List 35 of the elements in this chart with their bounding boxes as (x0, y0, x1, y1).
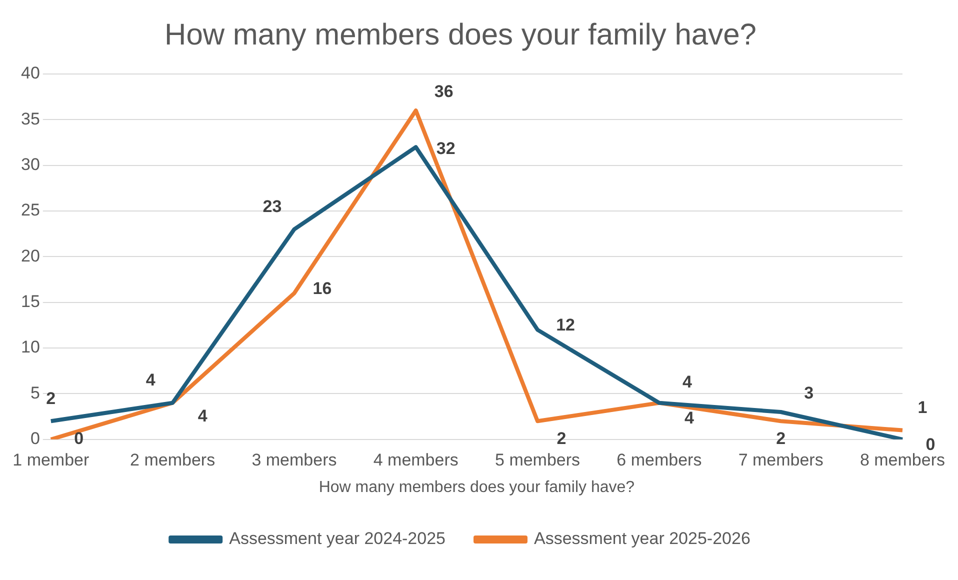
y-tick-label: 35 (20, 109, 40, 128)
legend-label: Assessment year 2025-2026 (534, 529, 750, 548)
x-tick-label: 4 members (373, 450, 458, 470)
y-tick-label: 10 (20, 338, 40, 357)
data-label: 0 (74, 429, 84, 448)
x-tick-label: 2 members (130, 450, 216, 470)
data-label: 23 (262, 196, 282, 216)
x-axis-title: How many members does your family have? (318, 478, 635, 496)
x-tick-label: 1 member (12, 450, 90, 470)
data-label: 1 (918, 398, 928, 417)
x-tick-label: 5 members (495, 450, 580, 470)
data-label: 4 (682, 372, 692, 392)
data-label: 12 (556, 315, 575, 334)
data-label: 36 (434, 82, 454, 102)
y-tick-label: 25 (20, 200, 40, 220)
data-label: 16 (312, 278, 332, 298)
y-tick-label: 5 (30, 383, 40, 402)
y-tick-label: 0 (30, 429, 40, 448)
legend-label: Assessment year 2024-2025 (229, 529, 446, 548)
y-tick-label: 20 (20, 246, 40, 266)
x-tick-label: 3 members (252, 450, 337, 470)
data-label: 2 (556, 428, 566, 448)
data-label: 32 (436, 138, 456, 158)
x-tick-label: 7 members (738, 450, 824, 470)
y-tick-label: 40 (20, 64, 40, 83)
y-tick-label: 15 (20, 292, 40, 312)
y-tick-label: 30 (20, 155, 40, 174)
chart-title: How many members does your family have? (164, 18, 756, 52)
data-label: 3 (804, 384, 814, 403)
data-label: 4 (198, 406, 208, 426)
data-label: 4 (684, 408, 694, 428)
x-tick-label: 6 members (616, 450, 702, 470)
data-label: 2 (46, 388, 56, 408)
data-label: 2 (776, 428, 786, 448)
data-label: 4 (146, 370, 156, 390)
